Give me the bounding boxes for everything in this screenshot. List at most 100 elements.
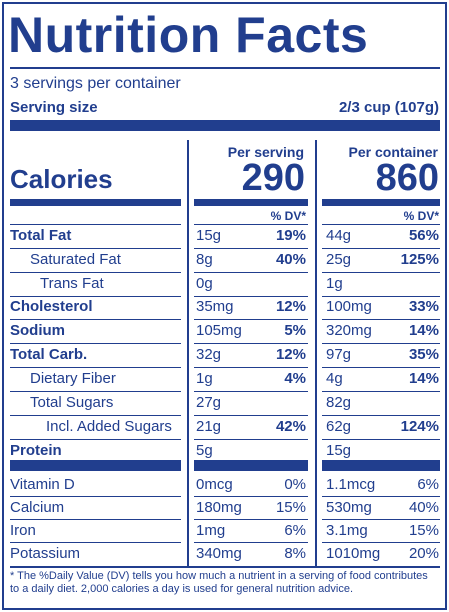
row-divider <box>10 296 181 297</box>
vitamin-container-amount: 1010mg <box>326 545 381 562</box>
row-divider <box>194 319 308 320</box>
dv-header-container: % DV* <box>403 209 439 223</box>
nutrient-serving-dv: 12% <box>275 298 306 315</box>
vitamin-label: Vitamin D <box>10 476 75 493</box>
calories-divider-mid <box>194 199 308 206</box>
row-divider <box>10 343 181 344</box>
row-divider <box>322 496 440 497</box>
row-divider <box>10 415 181 416</box>
per-container-heading: Per container <box>348 144 438 160</box>
nutrient-container-dv: 33% <box>408 298 439 315</box>
vitamin-container-amount: 530mg <box>326 499 372 516</box>
nutrient-serving-dv: 5% <box>284 322 306 339</box>
nutrient-container-amount: 44g <box>326 227 352 244</box>
nutrient-serving-dv: 12% <box>275 346 306 363</box>
divider-thick <box>10 120 440 131</box>
vitamin-serving-dv: 6% <box>284 522 306 539</box>
row-divider <box>322 439 440 440</box>
nutrient-label: Cholesterol <box>10 298 93 315</box>
vitamin-label: Potassium <box>10 545 81 562</box>
vitamin-serving-amount: 0mcg <box>196 476 233 493</box>
vitamin-serving-dv: 8% <box>284 545 306 562</box>
calories-divider-left <box>10 199 181 206</box>
nutrient-container-amount: 82g <box>326 394 352 411</box>
nutrient-container-amount: 25g <box>326 251 352 268</box>
nutrient-container-dv: 56% <box>408 227 439 244</box>
nutrient-container-dv: 14% <box>408 322 439 339</box>
vitamin-label: Calcium <box>10 499 65 516</box>
row-divider <box>194 343 308 344</box>
nutrient-label: Incl. Added Sugars <box>46 418 172 435</box>
vitamin-container-dv: 15% <box>408 522 439 539</box>
footnote-divider <box>10 566 440 568</box>
row-divider <box>10 367 181 368</box>
row-divider <box>10 272 181 273</box>
row-divider <box>322 542 440 543</box>
nutrient-container-dv: 35% <box>408 346 439 363</box>
row-divider <box>194 248 308 249</box>
nutrient-serving-amount: 5g <box>196 442 213 459</box>
row-divider <box>10 439 181 440</box>
calories-per-serving: 290 <box>241 157 305 199</box>
per-serving-heading: Per serving <box>227 144 304 160</box>
nutrient-serving-dv: 40% <box>275 251 306 268</box>
row-divider <box>194 391 308 392</box>
serving-size-label: Serving size <box>10 99 98 116</box>
nutrient-label: Trans Fat <box>40 275 104 292</box>
row-divider <box>194 415 308 416</box>
nutrient-serving-dv: 42% <box>275 418 306 435</box>
vitamin-container-dv: 40% <box>408 499 439 516</box>
nutrient-container-amount: 62g <box>326 418 352 435</box>
row-divider <box>194 224 308 225</box>
nutrient-serving-amount: 105mg <box>196 322 242 339</box>
nutrient-container-amount: 1g <box>326 275 343 292</box>
row-divider <box>10 391 181 392</box>
nutrient-container-dv: 125% <box>400 251 439 268</box>
nutrient-label: Protein <box>10 442 62 459</box>
vitamin-serving-amount: 1mg <box>196 522 226 539</box>
nutrient-serving-amount: 1g <box>196 370 213 387</box>
nutrient-serving-dv: 4% <box>284 370 306 387</box>
column-separator-left <box>187 140 189 567</box>
vitamin-divider-left <box>10 460 181 471</box>
column-separator-right <box>315 140 317 567</box>
nutrient-container-amount: 320mg <box>326 322 372 339</box>
row-divider <box>322 319 440 320</box>
vitamin-container-dv: 20% <box>408 545 439 562</box>
vitamin-serving-amount: 180mg <box>196 499 242 516</box>
calories-label: Calories <box>10 164 113 194</box>
calories-per-container: 860 <box>375 157 439 199</box>
nutrient-container-dv: 14% <box>408 370 439 387</box>
row-divider <box>322 272 440 273</box>
row-divider <box>10 519 181 520</box>
vitamin-divider-mid <box>194 460 308 471</box>
nutrient-serving-amount: 35mg <box>196 298 234 315</box>
vitamin-container-amount: 1.1mcg <box>326 476 376 493</box>
servings-per-container: 3 servings per container <box>10 75 181 92</box>
nutrient-container-amount: 4g <box>326 370 343 387</box>
divider-thin <box>10 67 440 69</box>
nutrient-label: Total Carb. <box>10 346 88 363</box>
nutrient-container-amount: 97g <box>326 346 352 363</box>
vitamin-serving-dv: 15% <box>275 499 306 516</box>
vitamin-serving-dv: 0% <box>284 476 306 493</box>
row-divider <box>322 391 440 392</box>
nutrient-serving-amount: 27g <box>196 394 222 411</box>
row-divider <box>194 272 308 273</box>
row-divider <box>322 519 440 520</box>
row-divider <box>194 542 308 543</box>
nutrient-serving-amount: 0g <box>196 275 213 292</box>
nutrient-serving-dv: 19% <box>275 227 306 244</box>
row-divider <box>322 367 440 368</box>
vitamin-serving-amount: 340mg <box>196 545 242 562</box>
vitamin-container-dv: 6% <box>417 476 439 493</box>
nutrient-container-amount: 15g <box>326 442 352 459</box>
dv-header-serving: % DV* <box>270 209 306 223</box>
nutrient-serving-amount: 21g <box>196 418 222 435</box>
row-divider <box>194 519 308 520</box>
calories-divider-right <box>322 199 440 206</box>
row-divider <box>10 542 181 543</box>
nutrient-container-dv: 124% <box>400 418 439 435</box>
